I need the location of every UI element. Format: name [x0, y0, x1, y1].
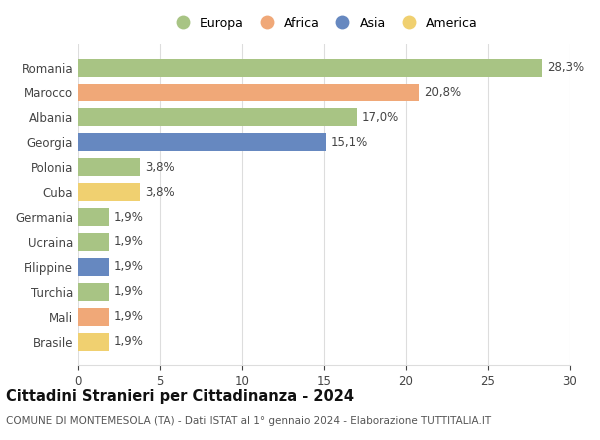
Text: 3,8%: 3,8% [145, 161, 175, 174]
Bar [78, 108, 357, 126]
Bar [78, 333, 109, 351]
Bar [78, 258, 109, 276]
Text: 1,9%: 1,9% [114, 260, 144, 273]
Text: 1,9%: 1,9% [114, 211, 144, 224]
Bar [78, 208, 109, 226]
Bar [78, 59, 542, 77]
Legend: Europa, Africa, Asia, America: Europa, Africa, Asia, America [165, 12, 483, 35]
Text: 3,8%: 3,8% [145, 186, 175, 198]
Text: 1,9%: 1,9% [114, 310, 144, 323]
Text: 1,9%: 1,9% [114, 235, 144, 249]
Bar [78, 283, 109, 301]
Bar [78, 233, 109, 251]
Text: 1,9%: 1,9% [114, 335, 144, 348]
Bar [78, 133, 326, 151]
Text: 1,9%: 1,9% [114, 285, 144, 298]
Text: COMUNE DI MONTEMESOLA (TA) - Dati ISTAT al 1° gennaio 2024 - Elaborazione TUTTIT: COMUNE DI MONTEMESOLA (TA) - Dati ISTAT … [6, 416, 491, 426]
Bar [78, 183, 140, 201]
Text: 17,0%: 17,0% [362, 111, 399, 124]
Text: 15,1%: 15,1% [331, 136, 368, 149]
Text: 20,8%: 20,8% [424, 86, 461, 99]
Bar [78, 84, 419, 102]
Bar [78, 158, 140, 176]
Bar [78, 308, 109, 326]
Text: 28,3%: 28,3% [547, 61, 584, 74]
Text: Cittadini Stranieri per Cittadinanza - 2024: Cittadini Stranieri per Cittadinanza - 2… [6, 389, 354, 404]
